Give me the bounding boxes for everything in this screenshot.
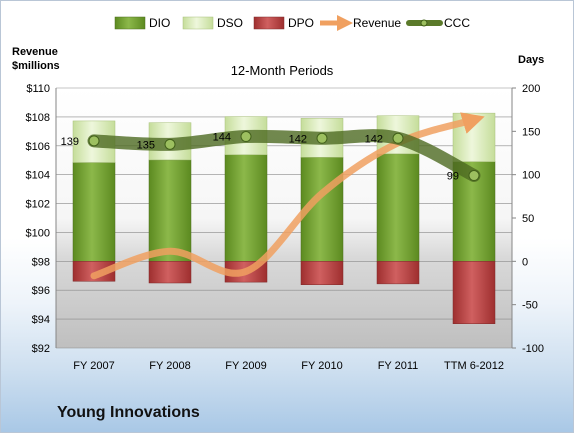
legend-item-revenue: Revenue [320,14,401,32]
legend-item-dso: DSO [182,16,243,30]
legend-swatch-dpo [253,16,285,30]
ccc-data-label: 144 [213,132,231,144]
right-tick-label: -100 [522,343,544,355]
chart-title: 12-Month Periods [231,63,334,78]
legend-label-dio: DIO [149,16,170,30]
legend-item-dio: DIO [114,16,170,30]
category-label: FY 2011 [378,360,419,372]
right-tick-label: 200 [522,83,540,95]
legend-label-dpo: DPO [288,16,314,30]
legend-label-ccc: CCC [444,16,470,30]
gridlines [55,87,513,349]
right-tick-label: 50 [522,213,534,225]
right-tick-label: 100 [522,170,540,182]
left-tick-label: $104 [26,170,50,182]
left-axis: $92 $94 $96 $98 $100 $102 $104 $106 $108 $110 [26,83,50,355]
company-name: Young Innovations [57,404,200,421]
ccc-data-label: 135 [137,139,155,151]
category-label: FY 2007 [73,360,114,372]
left-tick-label: $94 [32,314,50,326]
left-tick-label: $92 [32,343,50,355]
left-axis-title-line2: $millions [12,60,60,72]
ccc-data-label: 139 [61,136,79,148]
category-label: FY 2010 [301,360,342,372]
legend-label-revenue: Revenue [353,16,401,30]
ccc-data-label: 142 [365,133,383,145]
bar-dpo [300,261,344,285]
bar-dpo [72,261,116,282]
ccc-marker [240,131,252,143]
left-axis-title-line1: Revenue [12,46,58,58]
bar-dpo [452,261,496,324]
right-axis-title: Days [518,54,544,66]
category-label: TTM 6-2012 [444,360,504,372]
legend-marker-ccc [420,19,428,27]
left-tick-label: $96 [32,285,50,297]
legend-item-ccc: CCC [406,16,470,30]
right-axis: -100 -50 0 50 100 150 200 [512,83,544,355]
category-axis: FY 2007 FY 2008 FY 2009 FY 2010 FY 2011 TTM 6… [73,360,504,372]
left-tick-label: $102 [26,199,50,211]
ccc-marker [316,132,328,144]
bar-dio [148,159,192,262]
legend-swatch-dso [182,16,214,30]
left-tick-label: $110 [26,83,50,95]
legend-swatch-dio [114,16,146,30]
ccc-data-label: 99 [447,171,459,183]
bar-dio [376,153,420,262]
right-tick-label: -50 [522,300,538,312]
ccc-data-label: 142 [289,133,307,145]
legend-label-dso: DSO [217,16,243,30]
bar-dio [224,154,268,262]
ccc-marker [88,135,100,147]
left-tick-label: $100 [26,227,50,239]
right-tick-label: 150 [522,126,540,138]
legend: DIO DSO DPO Revenue CCC [114,14,470,32]
left-tick-label: $106 [26,141,50,153]
ccc-marker [392,132,404,144]
ccc-marker [468,170,480,182]
category-label: FY 2008 [149,360,190,372]
legend-item-dpo: DPO [253,16,314,30]
right-tick-label: 0 [522,256,528,268]
ccc-marker [164,138,176,150]
bar-dpo [376,261,420,285]
bar-dpo [148,261,192,284]
ccc-line [87,129,481,183]
ccc-series: 139 135 144 142 142 99 [61,129,481,183]
bar-dio [72,162,116,262]
category-label: FY 2009 [225,360,266,372]
left-tick-label: $108 [26,112,50,124]
left-tick-label: $98 [32,256,50,268]
